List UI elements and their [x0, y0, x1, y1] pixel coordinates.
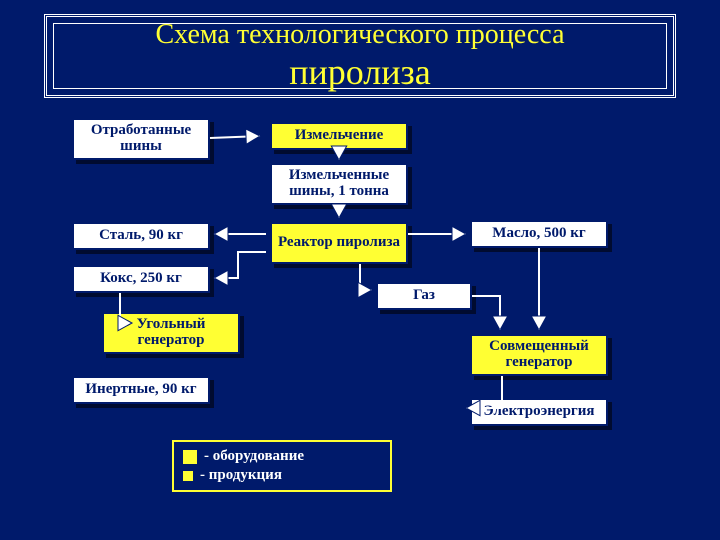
- node-gas: Газ: [376, 282, 472, 310]
- title-line2: пиролиза: [155, 51, 564, 93]
- legend-swatch-equipment: [182, 449, 198, 465]
- legend-item-product: - продукция: [182, 467, 382, 484]
- legend-item-equipment: - оборудование: [182, 448, 382, 465]
- node-shredded: Измельченные шины, 1 тонна: [270, 163, 408, 205]
- title-text: Схема технологического процесса пиролиза: [155, 19, 564, 93]
- legend-swatch-product: [182, 470, 194, 482]
- title-frame: Схема технологического процесса пиролиза: [44, 14, 676, 98]
- node-combined-gen: Совмещенный генератор: [470, 334, 608, 376]
- title-line1: Схема технологического процесса: [155, 19, 564, 51]
- node-reactor: Реактор пиролиза: [270, 222, 408, 264]
- node-inert: Инертные, 90 кг: [72, 376, 210, 404]
- node-coke: Кокс, 250 кг: [72, 265, 210, 293]
- legend: - оборудование - продукция: [172, 440, 392, 492]
- legend-label-equipment: - оборудование: [204, 448, 304, 465]
- slide: Схема технологического процесса пиролиза…: [0, 0, 720, 540]
- node-electricity: Электроэнергия: [470, 398, 608, 426]
- node-oil: Масло, 500 кг: [470, 220, 608, 248]
- node-waste-tires: Отработанные шины: [72, 118, 210, 160]
- legend-label-product: - продукция: [200, 467, 282, 484]
- node-steel: Сталь, 90 кг: [72, 222, 210, 250]
- node-shredding: Измельчение: [270, 122, 408, 150]
- node-coal-gen: Угольный генератор: [102, 312, 240, 354]
